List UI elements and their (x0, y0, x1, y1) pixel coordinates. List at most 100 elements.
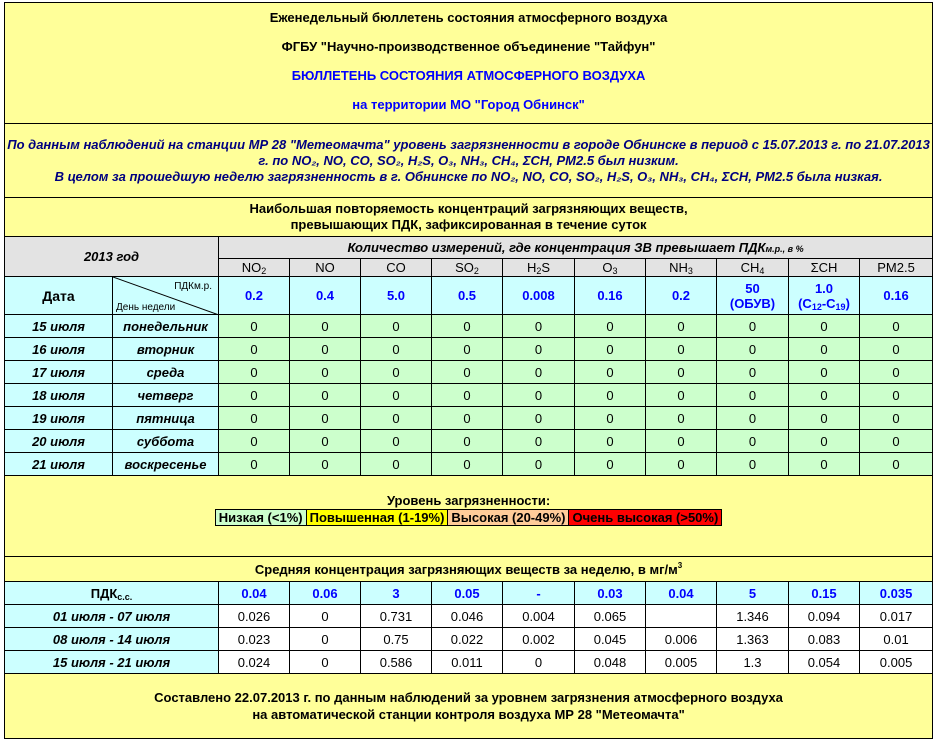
average-value: 0.023 (218, 627, 290, 651)
pdk-mr-value: 5.0 (360, 276, 432, 315)
day-weekday: четверг (112, 383, 219, 407)
average-period: 01 июля - 07 июля (4, 604, 219, 628)
day-value: 0 (574, 360, 646, 384)
pollutant-name: SO (455, 260, 474, 275)
pdk-mr-value: 0.2 (218, 276, 290, 315)
pollutant-subscript: 2 (473, 266, 479, 276)
day-value: 0 (431, 360, 503, 384)
day-value: 0 (858, 452, 934, 476)
day-value: 0 (716, 406, 789, 430)
pollutant-header: NH3 (645, 258, 717, 277)
day-value: 0 (574, 314, 646, 338)
day-date: 21 июля (4, 452, 113, 476)
day-value: 0 (574, 429, 646, 453)
footer: Составлено 22.07.2013 г. по данным наблю… (3, 673, 934, 739)
pdk-mr-value: 0.16 (574, 276, 646, 315)
summary-period: По данным наблюдений на станции МР 28 "М… (7, 136, 930, 168)
day-weekday: среда (112, 360, 219, 384)
footer-line-2: на автоматической станции контроля возду… (252, 707, 685, 722)
day-value: 0 (218, 429, 290, 453)
day-value: 0 (218, 383, 290, 407)
day-value: 0 (431, 337, 503, 361)
day-value: 0 (645, 337, 717, 361)
average-value: 0.01 (858, 627, 934, 651)
pdk-ss-value: 0.06 (289, 581, 361, 605)
pdk-ss-value: 0.03 (574, 581, 646, 605)
day-value: 0 (360, 360, 432, 384)
header-line-4: на территории МО "Город Обнинск" (352, 97, 585, 112)
header-line-3: БЮЛЛЕТЕНЬ СОСТОЯНИЯ АТМОСФЕРНОГО ВОЗДУХА (291, 68, 646, 83)
day-value: 0 (788, 452, 860, 476)
pollutant-name: H (526, 260, 537, 275)
day-value: 0 (858, 406, 934, 430)
day-value: 0 (716, 360, 789, 384)
day-date: 19 июля (4, 406, 113, 430)
pollutant-header: ΣCH (788, 258, 860, 277)
count-title-text: Количество измерений, где концентрация З… (347, 240, 766, 255)
pollutant-name: NO (241, 260, 262, 275)
pdk-mr-number: 0.008 (522, 288, 555, 303)
average-period: 15 июля - 21 июля (4, 650, 219, 674)
day-value: 0 (218, 314, 290, 338)
day-value: 0 (858, 383, 934, 407)
average-value: 0 (502, 650, 575, 674)
pdk-mr-note: (C12-C19) (798, 296, 850, 312)
day-row: 18 июля четверг 0 0 0 0 0 0 0 0 0 0 (4, 383, 934, 407)
pdk-mr-number: 1.0 (814, 280, 834, 296)
day-value: 0 (716, 452, 789, 476)
day-weekday: воскресенье (112, 452, 219, 476)
day-value: 0 (574, 406, 646, 430)
pollutant-name: NO (315, 260, 335, 275)
year-label: 2013 год (4, 236, 219, 277)
day-value: 0 (858, 429, 934, 453)
pollutant-subscript: 4 (759, 266, 765, 276)
count-title: Количество измерений, где концентрация З… (217, 236, 934, 259)
pollutant-header: O3 (574, 258, 646, 277)
day-value: 0 (645, 429, 717, 453)
day-value: 0 (289, 429, 361, 453)
day-date: 17 июля (4, 360, 113, 384)
pdk-mr-number: 0.2 (671, 288, 691, 303)
pdk-ss-label-text: ПДК (90, 585, 118, 601)
average-title-text: Средняя концентрация загрязняющих вещест… (254, 562, 678, 577)
legend-title: Уровень загрязненности: (386, 493, 551, 508)
legend-item: Низкая (<1%) (215, 510, 307, 525)
day-value: 0 (788, 337, 860, 361)
pollutant-header: H2S (502, 258, 575, 277)
day-value: 0 (289, 360, 361, 384)
average-value: 0.586 (360, 650, 432, 674)
pollutant-name: ΣCH (810, 260, 838, 275)
footer-line-1: Составлено 22.07.2013 г. по данным наблю… (154, 690, 783, 705)
pdk-ss-value: - (502, 581, 575, 605)
average-value: 0.083 (788, 627, 860, 651)
pdk-ss-row: ПДКс.с. 0.04 0.06 3 0.05-0.03 0.04 5 0.15 0.035 (4, 581, 934, 605)
note-sub: 12 (811, 301, 822, 312)
diagonal-header: ПДКм.р. День недели (112, 276, 219, 315)
pdk-mr-value: 0.16 (858, 276, 934, 315)
day-weekday: пятница (112, 406, 219, 430)
pdk-mr-value: 0.4 (289, 276, 361, 315)
day-row: 21 июля воскресенье 0 0 0 0 0 0 0 0 0 0 (4, 452, 934, 476)
day-value: 0 (716, 314, 789, 338)
day-row: 20 июля суббота 0 0 0 0 0 0 0 0 0 0 (4, 429, 934, 453)
diagonal-line (113, 277, 217, 314)
day-value: 0 (858, 314, 934, 338)
day-value: 0 (574, 337, 646, 361)
average-title: Средняя концентрация загрязняющих вещест… (3, 556, 934, 582)
day-value: 0 (431, 406, 503, 430)
pollutant-header: SO2 (431, 258, 503, 277)
pollutant-subscript: 3 (612, 266, 618, 276)
day-row: 15 июля понедельник 0 0 0 0 0 0 0 0 0 0 (4, 314, 934, 338)
average-value: 0.017 (858, 604, 934, 628)
day-value: 0 (788, 360, 860, 384)
weekday-label: День недели (116, 302, 176, 313)
average-value: 0.065 (574, 604, 646, 628)
average-body: 01 июля - 07 июля 0.026 0 0.731 0.046 0.004 0.… (4, 604, 934, 674)
day-date: 15 июля (4, 314, 113, 338)
day-row: 19 июля пятница 0 0 0 0 0 0 0 0 0 0 (4, 406, 934, 430)
pollutant-header: CH4 (716, 258, 789, 277)
average-value: 0.022 (431, 627, 503, 651)
pdk-ss-label-sub: с.с. (117, 591, 133, 602)
summary: По данным наблюдений на станции МР 28 "М… (3, 123, 934, 198)
average-value: 0.011 (431, 650, 503, 674)
